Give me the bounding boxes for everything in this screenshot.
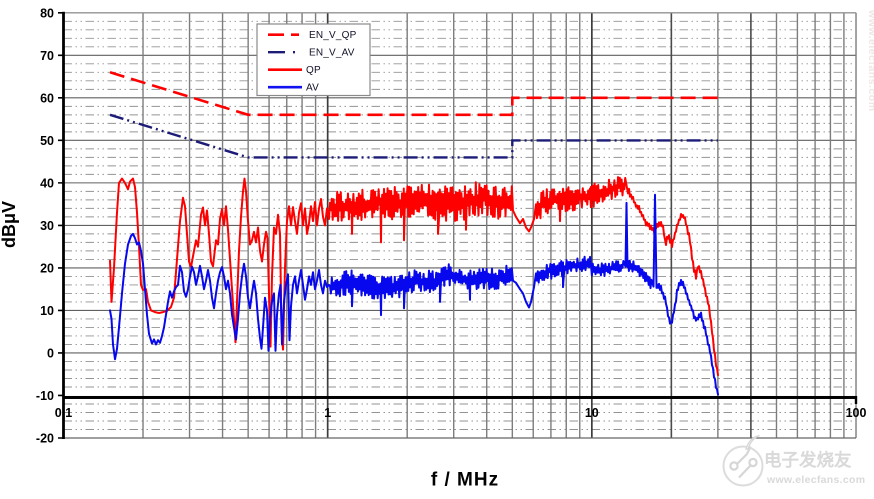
svg-text:100: 100: [846, 406, 867, 420]
svg-text:80: 80: [40, 6, 54, 20]
svg-text:www.elecfans.com: www.elecfans.com: [866, 9, 874, 112]
svg-text:EN_V_AV: EN_V_AV: [309, 48, 355, 59]
svg-text:www.elecfans.com: www.elecfans.com: [766, 474, 865, 486]
svg-text:-10: -10: [36, 389, 54, 403]
svg-text:60: 60: [40, 91, 54, 105]
svg-text:0: 0: [47, 347, 54, 361]
svg-text:30: 30: [40, 219, 54, 233]
svg-text:EN_V_QP: EN_V_QP: [309, 30, 357, 41]
svg-text:f / MHz: f / MHz: [431, 470, 499, 491]
svg-text:70: 70: [40, 49, 54, 63]
svg-text:10: 10: [40, 304, 54, 318]
svg-text:QP: QP: [306, 65, 321, 76]
svg-text:20: 20: [40, 261, 54, 275]
svg-text:50: 50: [40, 134, 54, 148]
svg-text:-20: -20: [36, 432, 54, 446]
svg-text:AV: AV: [306, 83, 319, 94]
svg-text:40: 40: [40, 176, 54, 190]
svg-text:0.1: 0.1: [55, 406, 72, 420]
svg-text:1: 1: [324, 406, 331, 420]
svg-text:10: 10: [585, 406, 599, 420]
svg-text:电子发烧友: 电子发烧友: [764, 450, 852, 470]
svg-text:dBμV: dBμV: [0, 201, 19, 248]
